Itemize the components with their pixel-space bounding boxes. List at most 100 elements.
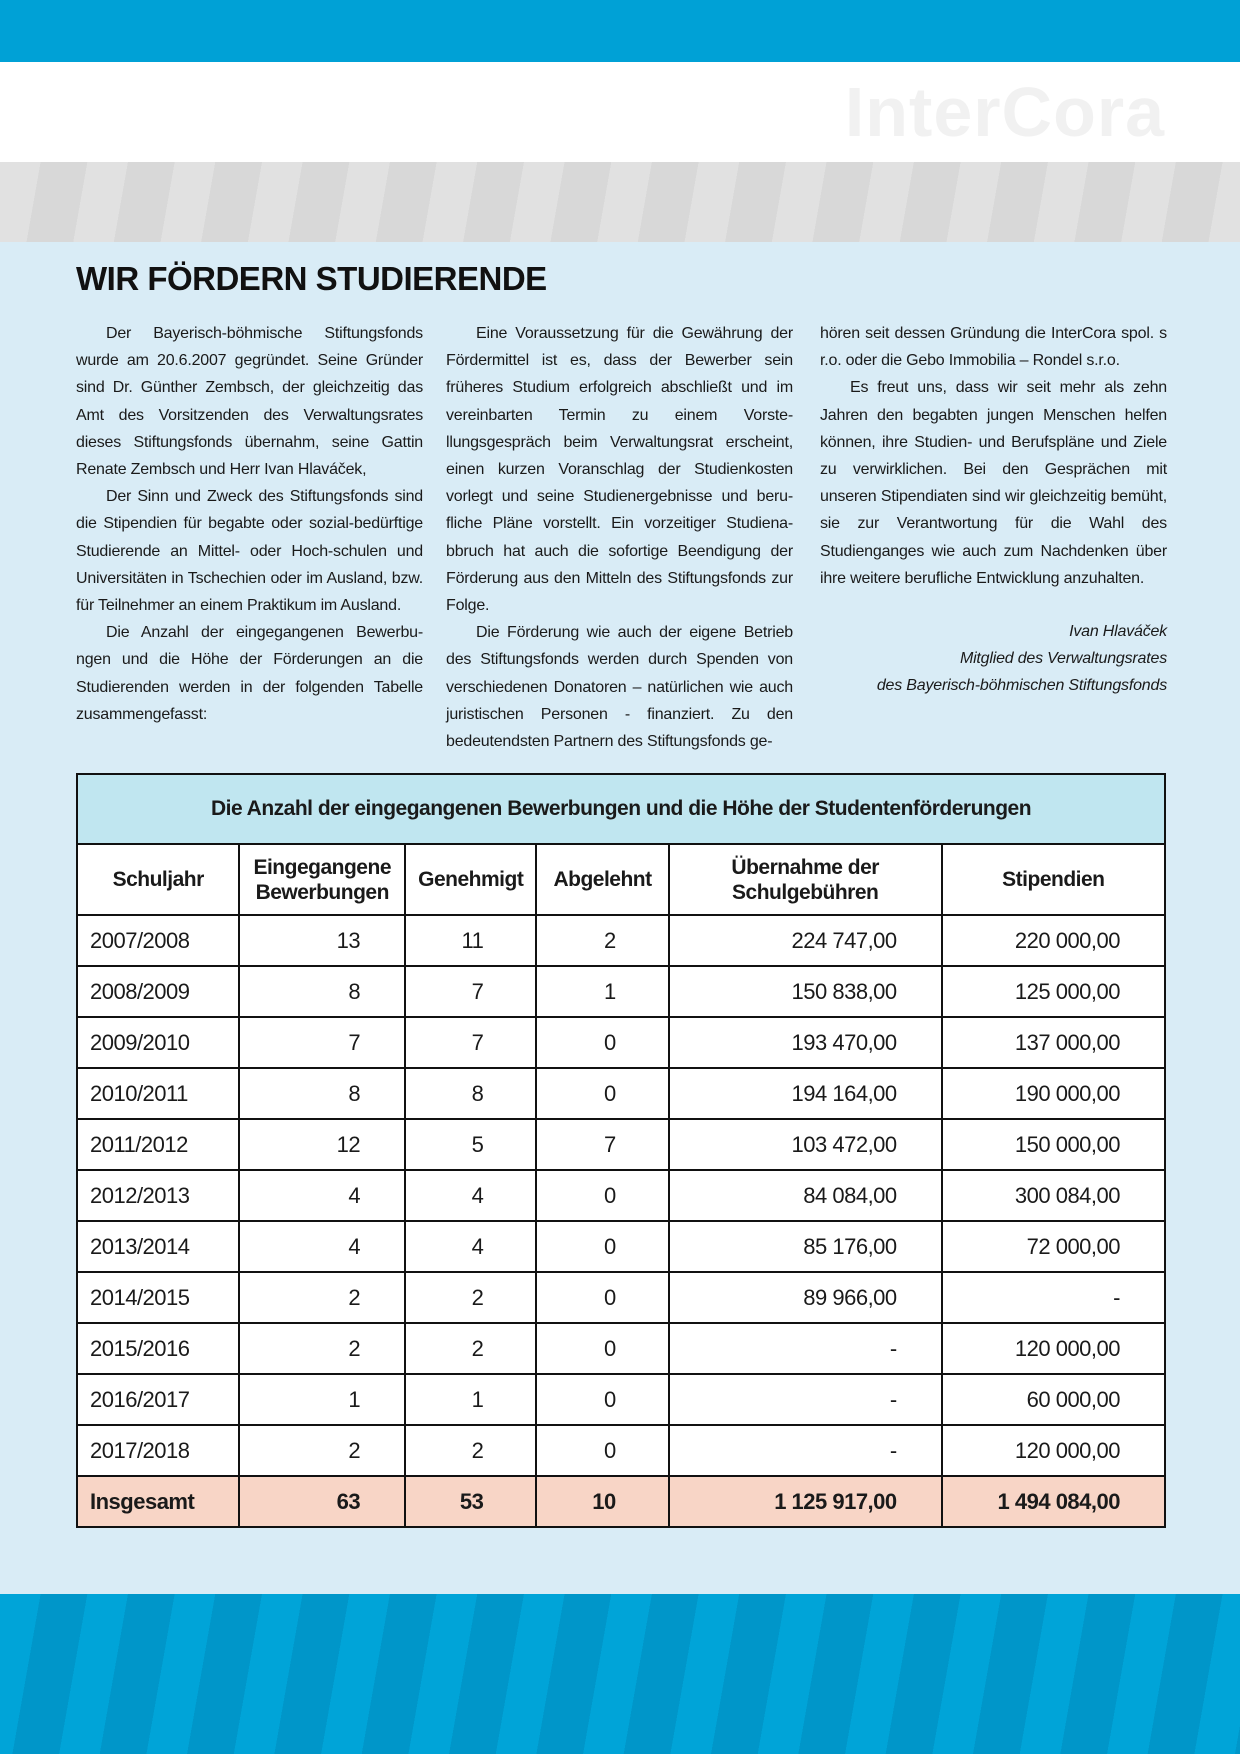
signature-name: Ivan Hlaváček: [1069, 623, 1167, 641]
table-cell: 4: [404, 1169, 538, 1222]
table-row: 2008/2009 8 7 1 150 838,00 125 000,00: [75, 965, 1167, 1018]
table-cell: 7: [238, 1016, 407, 1069]
table-cell: 2010/2011: [75, 1067, 241, 1120]
table-cell: 89 966,00: [667, 1271, 943, 1324]
table-row: 2013/2014 4 4 0 85 176,00 72 000,00: [75, 1220, 1167, 1273]
column-header: Stipendien: [940, 843, 1167, 916]
table-cell: 0: [535, 1169, 670, 1222]
total-cell: Insgesamt: [75, 1475, 241, 1528]
table-cell: 0: [535, 1271, 670, 1324]
column-header: Genehmigt: [404, 843, 538, 916]
table-cell: 13: [238, 914, 407, 967]
table-cell: 12: [238, 1118, 407, 1171]
column-header: Schuljahr: [75, 843, 241, 916]
column-header: Eingegangene Bewerbungen: [238, 843, 407, 916]
total-cell: 10: [535, 1475, 670, 1528]
signature: Ivan Hlaváček Mitglied des Verwaltungsra…: [820, 618, 1167, 700]
table-cell: 0: [535, 1220, 670, 1273]
table-row: 2014/2015 2 2 0 89 966,00-: [75, 1271, 1167, 1324]
table-cell: 0: [535, 1322, 670, 1375]
table-cell: 2008/2009: [75, 965, 241, 1018]
decorative-pattern-band: [0, 162, 1240, 242]
table-cell: 193 470,00: [667, 1016, 943, 1069]
text-column-1: Der Bayerisch-böhmische Stiftungsfonds w…: [76, 320, 423, 728]
total-row: Insgesamt 63 53 10 1 125 917,00 1 494 084,00: [75, 1475, 1167, 1528]
funding-table: Die Anzahl der eingegangenen Bewerbungen…: [75, 773, 1167, 1528]
table-cell: 2: [238, 1322, 407, 1375]
table-cell: 4: [238, 1169, 407, 1222]
table-cell: 2007/2008: [75, 914, 241, 967]
table-cell: 2: [404, 1424, 538, 1477]
table-cell: 2: [404, 1322, 538, 1375]
table-cell: 0: [535, 1016, 670, 1069]
table-title: Die Anzahl der eingegangenen Bewerbungen…: [76, 773, 1166, 845]
table-cell: 194 164,00: [667, 1067, 943, 1120]
table-cell: 150 838,00: [667, 965, 943, 1018]
table-cell: 8: [238, 965, 407, 1018]
table-row: 2009/2010 7 7 0 193 470,00 137 000,00: [75, 1016, 1167, 1069]
table-cell: 84 084,00: [667, 1169, 943, 1222]
table-cell: 0: [535, 1373, 670, 1426]
top-color-bar: [0, 0, 1240, 62]
table-cell: 5: [404, 1118, 538, 1171]
paragraph: Die Förderung wie auch der eigene Betrie…: [446, 624, 793, 751]
table-cell: 60 000,00: [940, 1373, 1167, 1426]
table-cell: 137 000,00: [940, 1016, 1167, 1069]
table-cell: 2017/2018: [75, 1424, 241, 1477]
paragraph: Die Anzahl der eingegangenen Bewerbu-nge…: [76, 624, 423, 723]
table-cell: 2011/2012: [75, 1118, 241, 1171]
total-cell: 53: [404, 1475, 538, 1528]
table-cell: 2013/2014: [75, 1220, 241, 1273]
table-row: 2007/2008 13 11 2 224 747,00 220 000,00: [75, 914, 1167, 967]
paragraph: Der Sinn und Zweck des Stiftungsfonds si…: [76, 488, 423, 615]
table-cell: 7: [404, 1016, 538, 1069]
table-cell: 2012/2013: [75, 1169, 241, 1222]
table-cell: 4: [404, 1220, 538, 1273]
table-cell: 1: [238, 1373, 407, 1426]
decorative-footer-band: [0, 1594, 1240, 1754]
paragraph: Eine Voraussetzung für die Gewährung der…: [446, 325, 793, 615]
table-row: 2016/2017 1 1 0-60 000,00: [75, 1373, 1167, 1426]
table-cell: 8: [404, 1067, 538, 1120]
table-cell: 0: [535, 1067, 670, 1120]
signature-org: des Bayerisch-böhmischen Stiftungsfonds: [876, 677, 1167, 695]
table-cell: 2: [404, 1271, 538, 1324]
table-cell: -: [940, 1271, 1167, 1324]
table-row: 2017/2018 2 2 0-120 000,00: [75, 1424, 1167, 1477]
table-cell: 300 084,00: [940, 1169, 1167, 1222]
table-cell: 120 000,00: [940, 1322, 1167, 1375]
paragraph: hören seit dessen Gründung die InterCora…: [820, 325, 1167, 370]
total-cell: 1 494 084,00: [940, 1475, 1167, 1528]
table-row: 2012/2013 4 4 0 84 084,00 300 084,00: [75, 1169, 1167, 1222]
table-cell: 1: [535, 965, 670, 1018]
page-title: WIR FÖRDERN STUDIERENDE: [76, 260, 547, 297]
paragraph: Der Bayerisch-böhmische Stiftungsfonds w…: [76, 325, 423, 479]
table-cell: 11: [404, 914, 538, 967]
table-cell: 2: [535, 914, 670, 967]
signature-role: Mitglied des Verwaltungsrates: [959, 650, 1167, 668]
table-cell: 2014/2015: [75, 1271, 241, 1324]
table-cell: 2: [238, 1424, 407, 1477]
table-cell: 220 000,00: [940, 914, 1167, 967]
table-cell: 2015/2016: [75, 1322, 241, 1375]
table-cell: 2: [238, 1271, 407, 1324]
total-cell: 63: [238, 1475, 407, 1528]
table-cell: 7: [404, 965, 538, 1018]
table-cell: 190 000,00: [940, 1067, 1167, 1120]
table-cell: 8: [238, 1067, 407, 1120]
table-cell: -: [667, 1322, 943, 1375]
text-column-3: hören seit dessen Gründung die InterCora…: [820, 320, 1167, 700]
table-cell: 72 000,00: [940, 1220, 1167, 1273]
table-cell: 85 176,00: [667, 1220, 943, 1273]
header-band: [0, 62, 1240, 162]
table-row: 2011/2012 12 5 7 103 472,00 150 000,00: [75, 1118, 1167, 1171]
table-cell: 4: [238, 1220, 407, 1273]
text-column-2: Eine Voraussetzung für die Gewährung der…: [446, 320, 793, 755]
table-cell: 2009/2010: [75, 1016, 241, 1069]
table-cell: 2016/2017: [75, 1373, 241, 1426]
intercora-logo: InterCora: [844, 73, 1165, 151]
table-cell: 150 000,00: [940, 1118, 1167, 1171]
table-cell: -: [667, 1373, 943, 1426]
table-cell: 7: [535, 1118, 670, 1171]
table-cell: -: [667, 1424, 943, 1477]
